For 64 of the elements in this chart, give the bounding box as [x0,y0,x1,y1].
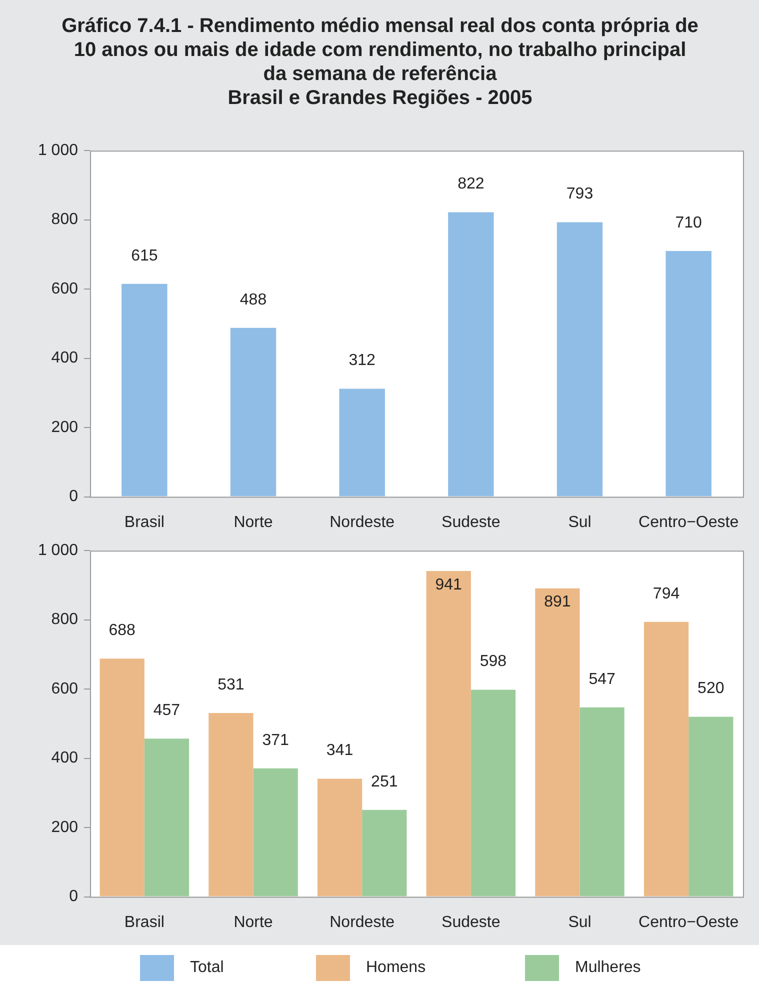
y-tick-label: 400 [51,750,78,767]
bar [317,778,362,896]
y-tick-label: 0 [69,888,78,906]
chart-title: Gráfico 7.4.1 - Rendimento médio mensal real dos conta própria de 10 anos ou mais de idade com rendimento, no trabalho principal da semana de referência Brasil e Grandes Regiões - 2005 [60,14,700,110]
data-label: 941 [435,576,462,594]
bar [644,622,689,896]
bar [448,212,494,496]
data-label: 891 [544,594,571,611]
bar [470,690,516,896]
bar [122,284,168,496]
bar [253,768,298,896]
x-tick-label: Sudeste [442,514,500,531]
data-label: 615 [131,247,158,264]
y-tick-label: 600 [51,680,78,698]
data-label: 457 [153,702,180,719]
y-tick-label: 1 000 [38,542,78,560]
y-tick-label: 200 [51,818,78,836]
bar [100,658,144,896]
x-tick-label: Brasil [124,914,164,931]
bar [339,388,385,496]
data-label: 341 [326,742,354,760]
bar [666,251,712,496]
data-label: 520 [698,680,724,698]
bar [535,588,580,896]
x-tick-label: Nordeste [330,514,395,531]
legend-label: Total [190,959,224,977]
y-tick-label: 600 [51,280,78,298]
data-label: 547 [588,670,616,688]
y-tick-label: 400 [51,350,78,367]
legend-label: Mulheres [575,959,641,977]
bar [230,328,276,496]
bar [688,716,734,896]
x-tick-label: Brasil [124,514,164,531]
data-label: 598 [480,653,507,670]
data-label: 822 [458,176,484,193]
x-tick-label: Sul [568,914,592,931]
y-tick-label: 1 000 [38,142,78,160]
data-label: 371 [262,732,290,749]
y-tick-label: 800 [51,211,78,228]
x-tick-label: Centro−Oeste [638,514,739,531]
data-label: 531 [218,676,244,694]
bar [362,810,407,896]
y-tick-label: 200 [51,418,78,436]
x-tick-label: Norte [234,914,273,931]
x-tick-label: Nordeste [330,914,395,931]
bar [426,571,471,896]
bar [556,222,603,496]
x-tick-label: Sudeste [442,914,500,931]
bar [208,712,254,896]
data-label: 710 [675,214,702,232]
y-tick-label: 0 [69,488,78,506]
bar [144,738,190,896]
data-label: 488 [240,291,267,308]
data-label: 312 [348,352,376,370]
data-label: 793 [566,186,594,203]
x-tick-label: Sul [568,514,592,531]
data-label: 688 [108,622,136,640]
bar [580,707,624,896]
y-tick-label: 800 [51,611,78,628]
x-tick-label: Centro−Oeste [638,914,739,931]
data-label: 794 [652,585,680,602]
data-label: 251 [371,773,398,790]
legend-label: Homens [366,959,426,977]
x-tick-label: Norte [234,514,273,531]
